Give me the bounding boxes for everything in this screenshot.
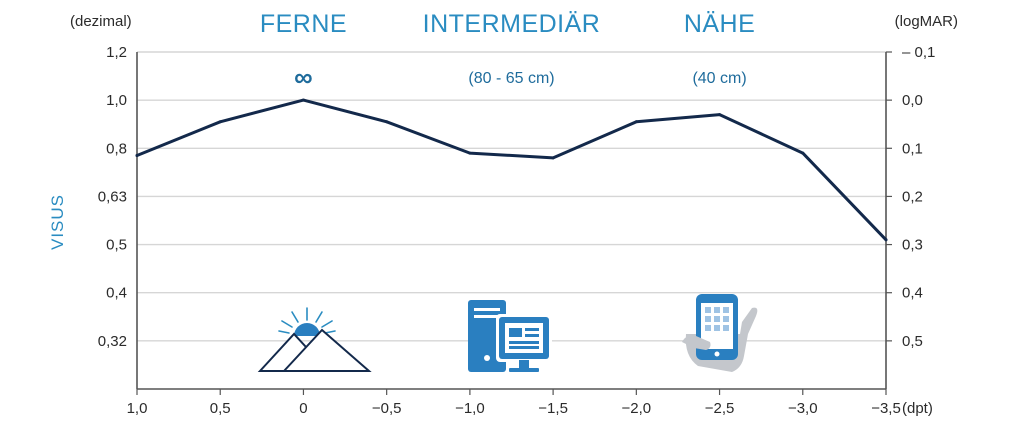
y-tick-label-left: 0,8 [106, 140, 127, 157]
y-tick-label-right: 0,0 [902, 92, 923, 109]
zone-label: FERNE [260, 10, 347, 38]
y-tick-label-right: 0,5 [902, 333, 923, 350]
data-point [801, 151, 805, 155]
x-tick-label: −3,0 [788, 400, 818, 417]
x-tick-label: −0,5 [372, 400, 402, 417]
y-axis-label: VISUS [48, 194, 67, 250]
y-tick-label-right: – 0,1 [902, 44, 935, 61]
y-tick-label-right: 0,1 [902, 140, 923, 157]
desktop-computer-icon [468, 300, 552, 372]
x-tick-label: 1,0 [127, 400, 148, 417]
visus-series-line [135, 98, 888, 242]
zone-distance: (80 - 65 cm) [468, 70, 554, 87]
data-point [301, 98, 305, 102]
smartphone-hand-icon [682, 294, 758, 372]
right-axis-unit: (logMAR) [895, 13, 958, 30]
data-point [634, 120, 638, 124]
grid-lines [137, 51, 886, 342]
y-tick-label-left: 0,63 [98, 188, 127, 205]
zone-label: INTERMEDIÄR [423, 10, 601, 38]
x-tick-label: 0 [299, 400, 307, 417]
data-point [468, 151, 472, 155]
x-tick-label: 0,5 [210, 400, 231, 417]
x-tick-label: −1,0 [455, 400, 485, 417]
data-point [218, 120, 222, 124]
zone-distance: (40 cm) [692, 70, 746, 87]
labels: 1,2 – 0,1 1,0 0,0 0,8 0,1 0,63 0,2 0,5 0,3 0,4 0,4 0… [48, 10, 958, 417]
data-point [385, 120, 389, 124]
x-tick-label: −2,5 [705, 400, 735, 417]
y-tick-label-left: 1,2 [106, 44, 127, 61]
data-point [884, 238, 888, 242]
y-tick-label-right: 0,3 [902, 237, 923, 254]
x-tick-label: −1,5 [538, 400, 568, 417]
x-axis-unit: (dpt) [902, 400, 933, 417]
y-tick-label-right: 0,4 [902, 285, 923, 302]
x-tick-label: −3,5 [871, 400, 901, 417]
x-tick-label: −2,0 [622, 400, 652, 417]
y-tick-label-left: 0,5 [106, 237, 127, 254]
axes [136, 51, 892, 395]
data-point [551, 156, 555, 160]
y-tick-label-left: 0,32 [98, 333, 127, 350]
zone-distance: ∞ [294, 62, 313, 92]
y-tick-label-left: 1,0 [106, 92, 127, 109]
data-point [135, 154, 139, 158]
y-tick-label-left: 0,4 [106, 285, 127, 302]
data-point [718, 113, 722, 117]
y-tick-label-right: 0,2 [902, 188, 923, 205]
mountain-sun-icon [257, 307, 372, 372]
zone-label: NÄHE [684, 10, 755, 38]
zone-icons [257, 294, 758, 372]
left-axis-unit: (dezimal) [70, 13, 132, 30]
series [135, 98, 888, 242]
